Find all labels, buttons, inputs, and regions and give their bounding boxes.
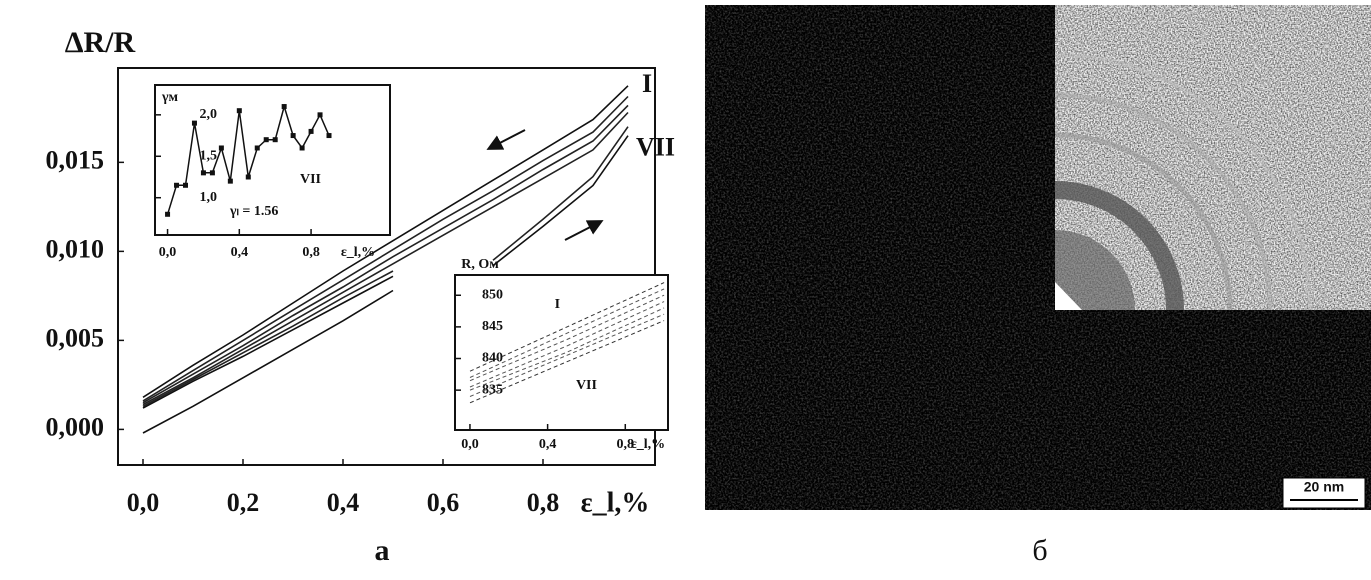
x-axis-label: ε_l,%: [581, 487, 650, 518]
x-tick-label: 0,2: [227, 488, 260, 517]
series-line: [469, 320, 665, 404]
point: [299, 145, 305, 151]
point: [317, 112, 323, 118]
point: [236, 108, 242, 114]
point: [227, 178, 233, 184]
annotation: γₗ = 1.56: [229, 204, 278, 219]
series-line: [142, 135, 629, 409]
y-tick-label: 0,010: [46, 234, 105, 263]
x-tick-label: 0,8: [527, 488, 560, 517]
y-tick-label: 0,005: [46, 323, 105, 352]
series-label: VII: [636, 133, 675, 162]
chart-0: 0,000 0,005 0,010 0,015 0,0 0,2 0,4 0,6 0,8 ΔR/R ε…: [46, 26, 676, 567]
x-tick-label: 0,0: [461, 437, 479, 452]
x-axis-label: ε_l,%: [341, 245, 375, 260]
y-tick-label: 840: [482, 351, 503, 366]
y-tick-label: 1,5: [200, 148, 218, 163]
point: [245, 174, 251, 180]
x-tick-label: 0,8: [302, 245, 320, 260]
point: [209, 170, 215, 176]
arrow: [486, 129, 526, 150]
x-tick-label: 0,6: [427, 488, 460, 517]
point: [200, 170, 206, 176]
scale-bar-box: [1282, 477, 1366, 509]
chart-1: 1,0 1,5 2,0 0,0 0,4 0,8 γм ε_l,% VII γₗ = 1.56: [154, 84, 391, 260]
y-tick-label: 850: [482, 287, 503, 302]
x-axis-label: ε_l,%: [631, 437, 665, 452]
micrograph: 20 nm: [705, 5, 1371, 510]
series-label: I: [642, 69, 652, 98]
series-line: [469, 307, 665, 391]
y-tick-label: 845: [482, 319, 503, 334]
series-line: [469, 294, 665, 382]
y-axis-label: R, Ом: [461, 257, 499, 272]
series-line: [142, 104, 629, 404]
x-tick-label: 0,8: [617, 437, 635, 452]
scale-bar-label: 20 nm: [1304, 479, 1344, 495]
y-axis-label: γм: [161, 90, 179, 105]
y-tick-label: 835: [482, 382, 503, 397]
plot-frame: [154, 84, 391, 236]
y-axis-label: ΔR/R: [65, 26, 136, 59]
point: [254, 145, 260, 151]
series-line: [469, 301, 665, 388]
point: [263, 137, 269, 143]
x-tick-label: 0,4: [231, 245, 249, 260]
arrow: [564, 220, 604, 241]
point: [308, 128, 314, 134]
plot-frame: [117, 67, 656, 466]
series-label: I: [555, 297, 560, 312]
y-tick-label: 0,000: [46, 412, 105, 441]
series-line: [469, 282, 665, 372]
panel-caption: a: [375, 534, 390, 567]
chart-2: 835 840 845 850 0,0 0,4 0,8 R, Ом ε_l,% I VII: [454, 257, 669, 452]
point: [326, 133, 332, 139]
series-line: [469, 313, 665, 397]
x-tick-label: 0,4: [327, 488, 360, 517]
series-line: [142, 111, 629, 406]
y-tick-label: 1,0: [200, 190, 218, 205]
x-tick-label: 0,4: [539, 437, 557, 452]
point: [182, 182, 188, 188]
series-label: VII: [576, 378, 597, 393]
series-line: [142, 126, 629, 408]
point: [191, 120, 197, 126]
series-line: [469, 288, 665, 378]
point: [281, 104, 287, 110]
y-tick-label: 0,015: [46, 145, 105, 174]
y-tick-label: 2,0: [200, 107, 218, 122]
point: [218, 145, 224, 151]
annotation: VII: [300, 172, 321, 187]
series-line: [142, 289, 394, 434]
point: [272, 137, 278, 143]
point: [290, 133, 296, 139]
x-tick-label: 0,0: [159, 245, 177, 260]
panel-caption: б: [1032, 534, 1047, 567]
point: [174, 182, 180, 188]
point: [165, 211, 171, 217]
series-line: [142, 95, 629, 402]
x-tick-label: 0,0: [127, 488, 160, 517]
series-line: [142, 85, 629, 398]
plot-frame: [454, 274, 669, 431]
